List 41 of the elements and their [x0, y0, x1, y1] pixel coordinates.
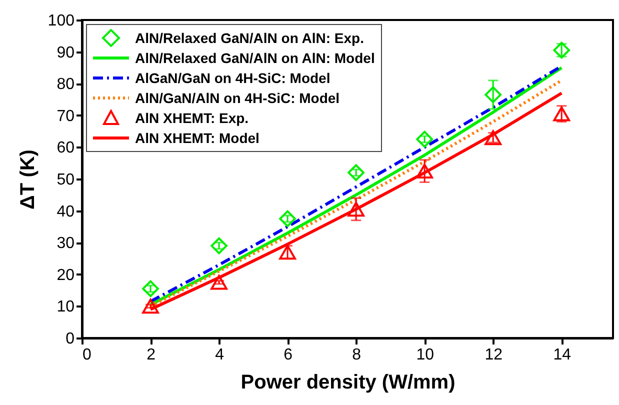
x-tick-label: 14	[553, 346, 572, 364]
x-tick-label: 6	[284, 346, 293, 364]
y-axis-title: ΔT (K)	[16, 150, 39, 210]
legend-label: AlN XHEMT: Model	[135, 130, 260, 146]
y-tick-label: 70	[56, 108, 75, 125]
x-tick-label: 10	[416, 346, 434, 364]
x-tick-label: 4	[215, 346, 224, 364]
y-tick-label: 100	[48, 12, 75, 30]
legend-label: AlN/GaN/AlN on 4H-SiC: Model	[135, 90, 340, 106]
legend-label: AlN/Relaxed GaN/AlN on AlN: Model	[135, 50, 375, 66]
y-tick-label: 60	[56, 140, 75, 157]
legend-label: AlGaN/GaN on 4H-SiC: Model	[135, 70, 330, 86]
point	[416, 130, 433, 148]
point	[210, 237, 228, 254]
point	[279, 244, 296, 260]
y-tick-label: 20	[56, 266, 75, 284]
point	[210, 274, 228, 290]
x-tick-label: 8	[352, 346, 362, 364]
y-tick-label: 30	[56, 235, 75, 252]
point	[484, 130, 502, 146]
y-tick-label: 40	[56, 203, 75, 220]
x-tick-label: 12	[484, 346, 503, 364]
point	[348, 202, 364, 217]
y-tick-label: 90	[56, 44, 75, 62]
y-tick-label: 80	[56, 76, 75, 94]
point	[416, 164, 433, 178]
point	[279, 210, 296, 228]
y-tick-label: 0	[66, 330, 75, 348]
point	[553, 106, 570, 122]
legend-label: AlN/Relaxed GaN/AlN on AlN: Exp.	[135, 30, 364, 46]
point	[484, 86, 502, 104]
point	[142, 280, 159, 298]
x-tick-label: 0	[82, 346, 92, 364]
point	[142, 298, 159, 314]
y-tick-label: 50	[56, 172, 75, 188]
point	[348, 164, 364, 182]
legend-label: AlN XHEMT: Exp.	[135, 110, 249, 126]
point	[553, 42, 570, 59]
x-axis-title: Power density (W/mm)	[240, 372, 456, 394]
x-tick-label: 2	[146, 346, 156, 364]
y-tick-label: 10	[56, 298, 75, 316]
